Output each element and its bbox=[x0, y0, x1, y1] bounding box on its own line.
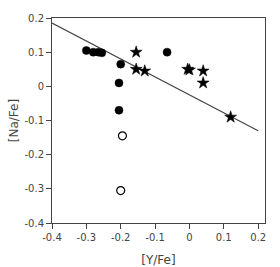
svg-text:0: 0 bbox=[38, 81, 44, 92]
svg-text:0.2: 0.2 bbox=[250, 232, 266, 243]
svg-text:-0.2: -0.2 bbox=[111, 232, 131, 243]
svg-text:-0.4: -0.4 bbox=[42, 232, 62, 243]
svg-text:[Na/Fe]: [Na/Fe] bbox=[7, 99, 21, 142]
svg-text:-0.1: -0.1 bbox=[145, 232, 165, 243]
svg-text:-0.3: -0.3 bbox=[77, 232, 97, 243]
svg-text:0: 0 bbox=[186, 232, 192, 243]
svg-text:-0.4: -0.4 bbox=[24, 218, 44, 229]
svg-text:-0.1: -0.1 bbox=[24, 115, 44, 126]
svg-text:0.1: 0.1 bbox=[216, 232, 232, 243]
svg-text:[Y/Fe]: [Y/Fe] bbox=[141, 253, 175, 267]
svg-text:0.2: 0.2 bbox=[28, 13, 44, 24]
svg-text:-0.3: -0.3 bbox=[24, 183, 44, 194]
svg-text:0.1: 0.1 bbox=[28, 47, 44, 58]
svg-text:-0.2: -0.2 bbox=[24, 149, 44, 160]
